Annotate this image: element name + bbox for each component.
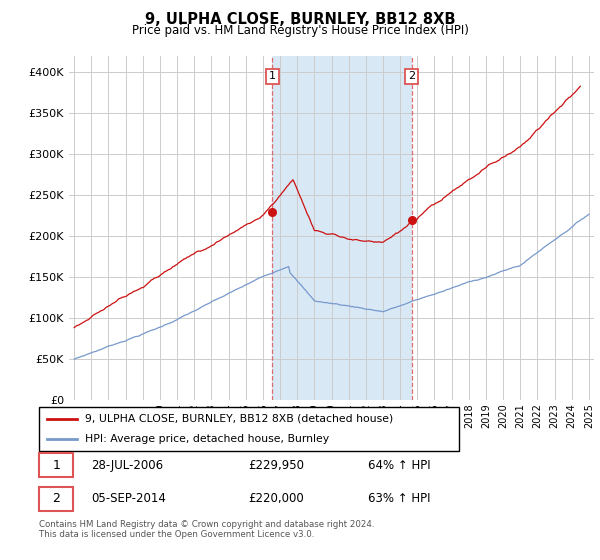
Bar: [272, 56, 412, 400]
Text: £220,000: £220,000: [248, 492, 304, 506]
Text: 1: 1: [269, 72, 276, 82]
FancyBboxPatch shape: [39, 487, 73, 511]
Text: 63% ↑ HPI: 63% ↑ HPI: [368, 492, 430, 506]
Text: Price paid vs. HM Land Registry's House Price Index (HPI): Price paid vs. HM Land Registry's House …: [131, 24, 469, 37]
Text: 64% ↑ HPI: 64% ↑ HPI: [368, 459, 430, 472]
Text: 28-JUL-2006: 28-JUL-2006: [91, 459, 163, 472]
Text: 2: 2: [52, 492, 60, 506]
Text: 9, ULPHA CLOSE, BURNLEY, BB12 8XB (detached house): 9, ULPHA CLOSE, BURNLEY, BB12 8XB (detac…: [85, 414, 394, 424]
Text: 1: 1: [52, 459, 60, 472]
Text: 2: 2: [408, 72, 415, 82]
Text: HPI: Average price, detached house, Burnley: HPI: Average price, detached house, Burn…: [85, 434, 329, 444]
Text: 9, ULPHA CLOSE, BURNLEY, BB12 8XB: 9, ULPHA CLOSE, BURNLEY, BB12 8XB: [145, 12, 455, 27]
FancyBboxPatch shape: [39, 453, 73, 478]
Text: Contains HM Land Registry data © Crown copyright and database right 2024.
This d: Contains HM Land Registry data © Crown c…: [39, 520, 374, 539]
Text: £229,950: £229,950: [248, 459, 304, 472]
FancyBboxPatch shape: [39, 407, 459, 451]
Text: 05-SEP-2014: 05-SEP-2014: [91, 492, 166, 506]
